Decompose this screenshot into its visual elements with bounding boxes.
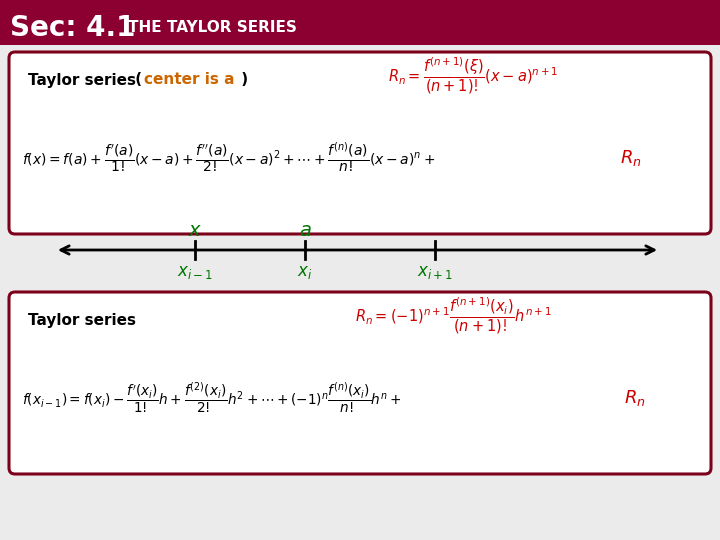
Text: center is a: center is a bbox=[144, 72, 235, 87]
Text: $\mathit{x}_{i+1}$: $\mathit{x}_{i+1}$ bbox=[417, 263, 453, 281]
Text: THE TAYLOR SERIES: THE TAYLOR SERIES bbox=[128, 21, 297, 36]
Text: (: ( bbox=[130, 72, 148, 87]
FancyBboxPatch shape bbox=[9, 52, 711, 234]
Text: $\mathit{x}_{i-1}$: $\mathit{x}_{i-1}$ bbox=[177, 263, 213, 281]
Text: $\mathit{x}_i$: $\mathit{x}_i$ bbox=[297, 263, 312, 281]
Text: $\mathit{x}$: $\mathit{x}$ bbox=[188, 220, 202, 240]
Text: $\mathit{a}$: $\mathit{a}$ bbox=[299, 220, 311, 240]
FancyBboxPatch shape bbox=[9, 292, 711, 474]
Bar bbox=[0, 0, 720, 45]
Text: Taylor series: Taylor series bbox=[28, 313, 136, 327]
Text: Taylor series: Taylor series bbox=[28, 72, 136, 87]
Text: $\boldsymbol{R_n}$: $\boldsymbol{R_n}$ bbox=[620, 148, 642, 168]
Text: $f(x_{i-1}) = f(x_i) - \dfrac{f'(x_i)}{1!}h + \dfrac{f^{(2)}(x_i)}{2!}h^2 + \cdo: $f(x_{i-1}) = f(x_i) - \dfrac{f'(x_i)}{1… bbox=[22, 381, 402, 415]
Text: Sec: 4.1: Sec: 4.1 bbox=[10, 14, 135, 42]
Text: $f(x) = f(a) + \dfrac{f'(a)}{1!}(x-a) + \dfrac{f''(a)}{2!}(x-a)^2 + \cdots + \df: $f(x) = f(a) + \dfrac{f'(a)}{1!}(x-a) + … bbox=[22, 141, 435, 175]
Text: $R_n = \dfrac{f^{(n+1)}(\xi)}{(n+1)!}(x-a)^{n+1}$: $R_n = \dfrac{f^{(n+1)}(\xi)}{(n+1)!}(x-… bbox=[388, 56, 559, 96]
Text: $R_n = (-1)^{n+1}\dfrac{f^{(n+1)}(x_i)}{(n+1)!}h^{n+1}$: $R_n = (-1)^{n+1}\dfrac{f^{(n+1)}(x_i)}{… bbox=[355, 296, 552, 336]
Text: ): ) bbox=[236, 72, 248, 87]
Text: $\boldsymbol{R_n}$: $\boldsymbol{R_n}$ bbox=[624, 388, 646, 408]
